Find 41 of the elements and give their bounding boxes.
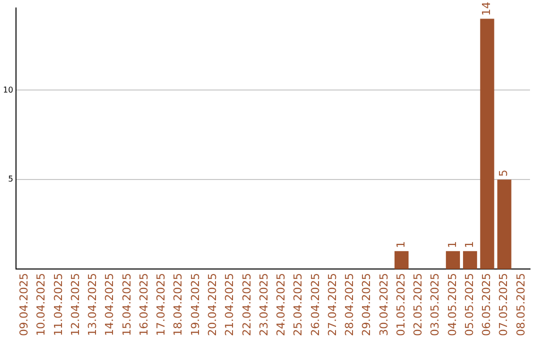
x-tick-label: 23.04.2025 [257, 273, 270, 336]
x-tick-label: 28.04.2025 [343, 273, 356, 336]
x-tick-label: 07.05.2025 [497, 273, 510, 336]
x-tick-label: 13.04.2025 [86, 273, 100, 336]
x-tick-label: 16.04.2025 [137, 273, 150, 336]
x-tick-label: 17.04.2025 [154, 273, 168, 336]
x-tick-label: 01.05.2025 [394, 273, 408, 336]
x-tick-label: 30.04.2025 [377, 273, 390, 336]
y-tick-label: 10 [2, 85, 14, 94]
bar [394, 251, 409, 270]
x-tick-label: 06.05.2025 [480, 273, 494, 336]
data-label: 5 [497, 170, 510, 177]
bar [463, 251, 478, 270]
bar [446, 251, 460, 270]
x-tick-label: 08.05.2025 [514, 273, 528, 336]
data-label: 1 [462, 241, 476, 248]
data-label: 14 [480, 2, 494, 16]
x-tick-label: 02.05.2025 [412, 273, 425, 336]
x-tick-label: 12.04.2025 [68, 273, 82, 336]
x-tick-label: 29.04.2025 [360, 273, 374, 336]
x-tick-label: 20.04.2025 [206, 273, 220, 336]
x-tick-label: 09.04.2025 [18, 273, 31, 336]
x-tick-label: 22.04.2025 [240, 273, 254, 336]
x-tick-label: 21.04.2025 [223, 273, 236, 336]
x-tick-label: 14.04.2025 [103, 273, 116, 336]
x-tick-label: 26.04.2025 [308, 273, 322, 336]
x-tick-label: 15.04.2025 [120, 273, 134, 336]
bar [497, 180, 512, 270]
x-tick-label: 04.05.2025 [446, 273, 459, 336]
data-label: 1 [446, 241, 459, 248]
x-tick-label: 25.04.2025 [292, 273, 305, 336]
x-tick-label: 24.04.2025 [274, 273, 288, 336]
bar [480, 18, 494, 270]
x-tick-label: 10.04.2025 [34, 273, 48, 336]
x-tick-label: 11.04.2025 [52, 273, 65, 336]
x-tick-label: 05.05.2025 [462, 273, 476, 336]
x-tick-label: 18.04.2025 [172, 273, 185, 336]
x-tick-label: 27.04.2025 [326, 273, 339, 336]
x-tick-label: 03.05.2025 [428, 273, 442, 336]
data-label: 1 [394, 241, 408, 248]
x-tick-label: 19.04.2025 [188, 273, 202, 336]
